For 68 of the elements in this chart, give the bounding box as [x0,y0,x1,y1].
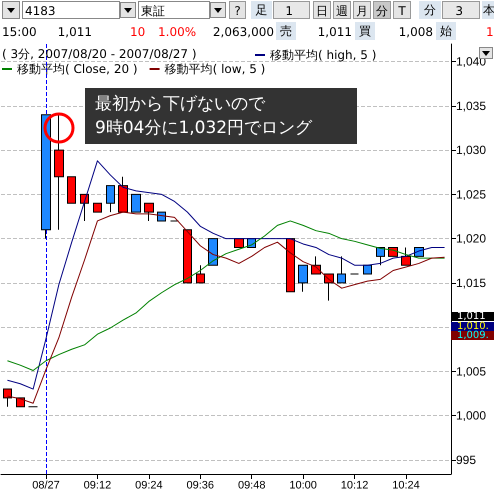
candlestick [106,185,115,213]
y-tick-label: 1,015 [456,276,486,290]
y-tick-label: 1,025 [456,187,486,202]
x-tick-label: 10:24 [392,480,420,492]
text: 10 [130,24,146,41]
text: 1,009. [451,330,494,341]
candlestick [183,229,192,284]
text: 4183 [22,1,120,19]
candlestick [208,238,218,266]
text: 15:00 [2,24,38,41]
text: 1 [273,1,310,19]
callout-box: 最初から下げないので 9時04分に1,032円でロング [85,88,357,144]
x-tick-label: 08/27 [32,480,60,492]
candlestick [298,264,308,292]
candlestick [337,256,346,284]
text: 1,011 [451,311,494,322]
candlestick [234,238,244,248]
text: 1 [486,24,494,41]
line-series [6,220,446,371]
text: 1,011 [56,24,92,41]
x-tick-label: 09:36 [186,480,214,492]
candlestick [401,247,411,266]
text: 売 [276,22,296,40]
candlestick [131,194,141,213]
candlestick [144,202,154,222]
line-series [6,212,446,404]
x-tick-label: 09:12 [84,480,112,492]
y-tick-label: 1,005 [456,364,486,378]
x-tick-label: 09:24 [135,480,163,492]
text: 東証 [138,1,210,19]
text: 2,063,000 [212,24,274,41]
legend-label: 移動平均( low, 5 ) [164,62,266,76]
text: 日 [313,1,331,19]
x-tick-label: 09:48 [238,480,266,492]
candlestick [286,238,295,292]
y-tick-label: 1,030 [456,143,486,158]
candlestick [93,202,102,213]
legend-label: 移動平均( high, 5 ) [270,48,376,62]
text: 始 [436,22,456,40]
text: 足 [251,1,272,19]
text: 3 [442,1,480,19]
text: ? [229,1,246,19]
text: 分 [373,1,391,19]
text: 月 [353,1,371,19]
text: T [393,1,411,19]
line-series [6,160,446,390]
candlestick [196,264,205,284]
candlestick [54,114,64,230]
text: 1,010. [451,320,494,332]
x-tick-label: 10:12 [340,480,368,492]
text: 1,011 [316,24,352,41]
candlestick [376,247,385,266]
candlestick [363,264,372,275]
candlestick [67,176,76,204]
candlestick [118,176,128,213]
text: 1,008 [398,24,433,41]
text: 週 [333,1,351,19]
x-tick-label: 10:00 [289,480,317,492]
candlestick [3,388,12,408]
text: 1.00% [158,24,196,41]
y-tick-label: 1,020 [456,232,486,246]
candlestick [41,114,51,240]
y-tick-label: 1,035 [456,98,486,113]
y-tick-label: 995 [456,452,476,467]
text: 買 [355,22,375,40]
chart-title: ( 3分, 2007/08/20 - 2007/08/27 ) [2,47,197,61]
y-tick-label: 1,000 [456,408,486,423]
text: 分 [419,1,441,19]
